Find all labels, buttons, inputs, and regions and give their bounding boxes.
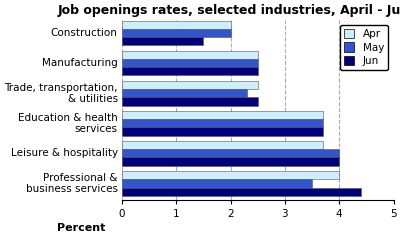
Bar	[122, 37, 203, 45]
Legend: Apr, May, Jun: Apr, May, Jun	[340, 25, 388, 70]
Bar	[122, 29, 231, 37]
Bar	[122, 158, 339, 166]
Bar	[122, 171, 339, 179]
Bar	[122, 21, 231, 29]
Bar	[122, 59, 258, 67]
Bar	[122, 81, 258, 89]
Bar	[122, 119, 323, 127]
Bar	[122, 111, 323, 119]
Bar	[122, 179, 312, 188]
Bar	[122, 51, 258, 59]
Bar	[122, 127, 323, 136]
Bar	[122, 141, 323, 149]
Bar	[122, 188, 361, 196]
Bar	[122, 67, 258, 75]
X-axis label: Percent: Percent	[57, 223, 105, 233]
Title: Job openings rates, selected industries, April - June 2007: Job openings rates, selected industries,…	[58, 4, 401, 17]
Bar	[122, 149, 339, 158]
Bar	[122, 97, 258, 105]
Bar	[122, 89, 247, 97]
